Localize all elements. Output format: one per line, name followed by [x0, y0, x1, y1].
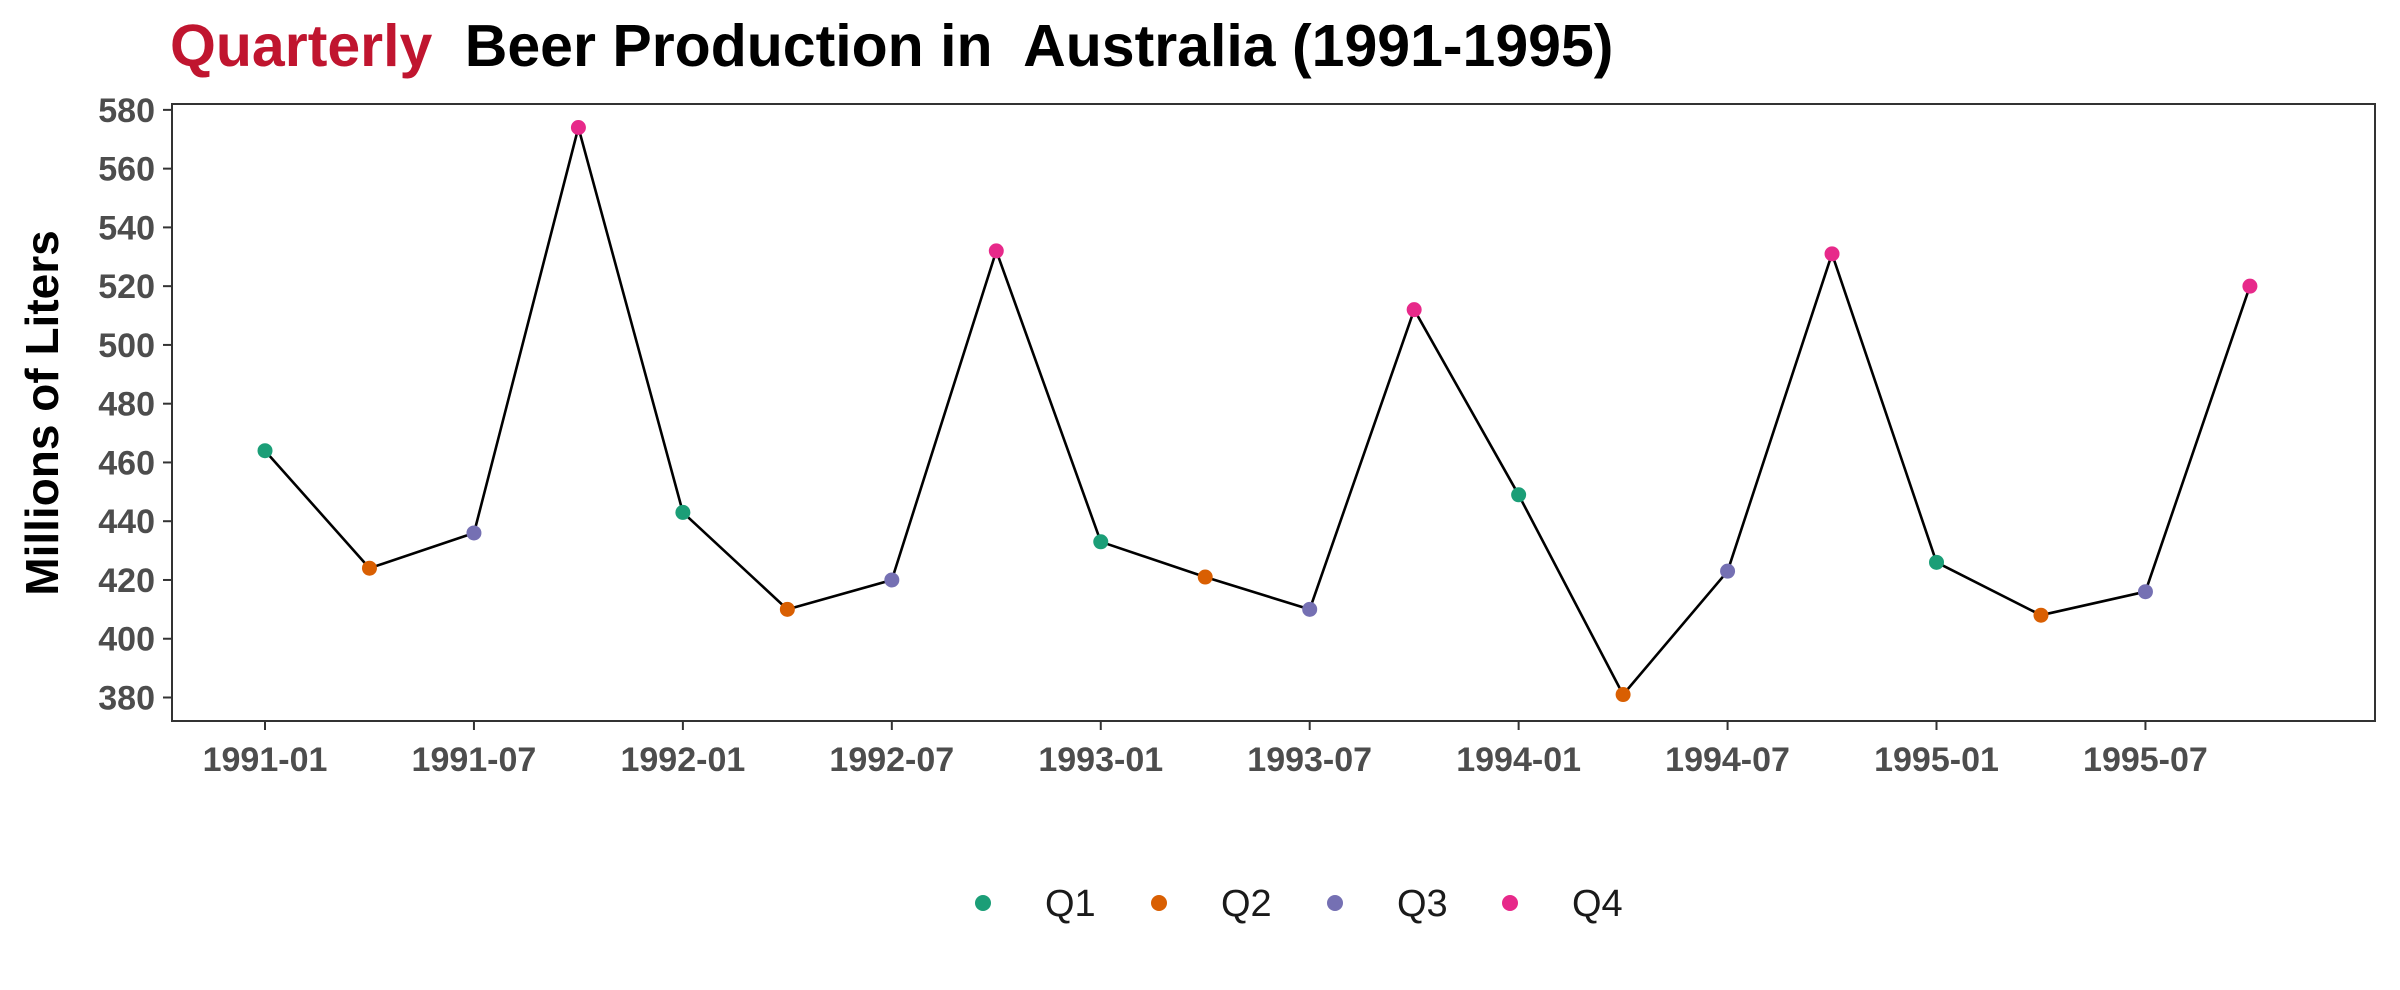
data-point-q3 — [2137, 584, 2153, 600]
data-point-q4 — [570, 120, 586, 136]
x-tick-label: 1992-01 — [620, 741, 745, 779]
series-line — [264, 126, 2252, 696]
y-tick-label: 380 — [98, 679, 155, 717]
legend-label-q1: Q1 — [1045, 883, 1096, 925]
data-point-q4 — [2242, 278, 2258, 294]
series-line-group — [264, 126, 2252, 696]
legend-marker-q2 — [1151, 895, 1167, 911]
y-axis: 380 400 420 440 460 480 500 520 540 560 580 — [98, 92, 172, 717]
y-axis-title: Millions of Liters — [16, 230, 68, 595]
data-point-q3 — [466, 525, 482, 541]
x-tick-label: 1993-01 — [1038, 741, 1163, 779]
data-point-q2 — [779, 601, 795, 617]
data-point-q4 — [1824, 246, 1840, 262]
x-tick-label: 1993-07 — [1247, 741, 1372, 779]
y-tick-label: 540 — [98, 209, 155, 247]
data-point-q1 — [1093, 534, 1109, 550]
y-tick-label: 580 — [98, 92, 155, 130]
legend-label-q2: Q2 — [1221, 883, 1272, 925]
plot-area — [171, 103, 2376, 722]
y-tick-label: 500 — [98, 327, 155, 365]
y-tick-label: 560 — [98, 151, 155, 189]
legend-marker-q1 — [975, 895, 991, 911]
legend: Q1 Q2 Q3 Q4 — [975, 883, 1623, 925]
x-tick-label: 1995-01 — [1874, 741, 1999, 779]
chart-title-highlight: Quarterly — [170, 13, 433, 79]
x-tick-label: 1992-07 — [829, 741, 954, 779]
x-tick-label: 1991-07 — [412, 741, 537, 779]
y-tick-label: 420 — [98, 562, 155, 600]
x-tick-label: 1994-01 — [1456, 741, 1581, 779]
y-tick-label: 440 — [98, 503, 155, 541]
legend-marker-q3 — [1327, 895, 1343, 911]
data-points — [257, 120, 2258, 703]
data-point-q3 — [1302, 601, 1318, 617]
x-tick-label: 1995-07 — [2083, 741, 2208, 779]
data-point-q2 — [1615, 687, 1631, 703]
y-tick-label: 460 — [98, 444, 155, 482]
chart-title-rest: Beer Production in Australia (1991-1995) — [465, 13, 1614, 79]
legend-label-q4: Q4 — [1572, 883, 1623, 925]
data-point-q1 — [1929, 554, 1945, 570]
data-point-q2 — [361, 560, 377, 576]
data-point-q1 — [1511, 487, 1527, 503]
data-point-q3 — [1720, 563, 1736, 579]
data-point-q4 — [988, 243, 1004, 259]
data-point-q2 — [1197, 569, 1213, 585]
data-point-q1 — [675, 504, 691, 520]
x-tick-label: 1991-01 — [203, 741, 328, 779]
y-tick-label: 520 — [98, 268, 155, 306]
y-tick-label: 400 — [98, 621, 155, 659]
data-point-q3 — [884, 572, 900, 588]
legend-label-q3: Q3 — [1397, 883, 1448, 925]
x-axis: 1991-01 1991-07 1992-01 1992-07 1993-01 1993-… — [203, 721, 2208, 779]
data-point-q4 — [1406, 302, 1422, 318]
data-point-q1 — [257, 443, 273, 459]
legend-marker-q4 — [1502, 895, 1518, 911]
data-point-q2 — [2033, 607, 2049, 623]
x-tick-label: 1994-07 — [1665, 741, 1790, 779]
chart-title: Quarterly Beer Production in Australia (… — [170, 13, 1613, 79]
y-tick-label: 480 — [98, 386, 155, 424]
